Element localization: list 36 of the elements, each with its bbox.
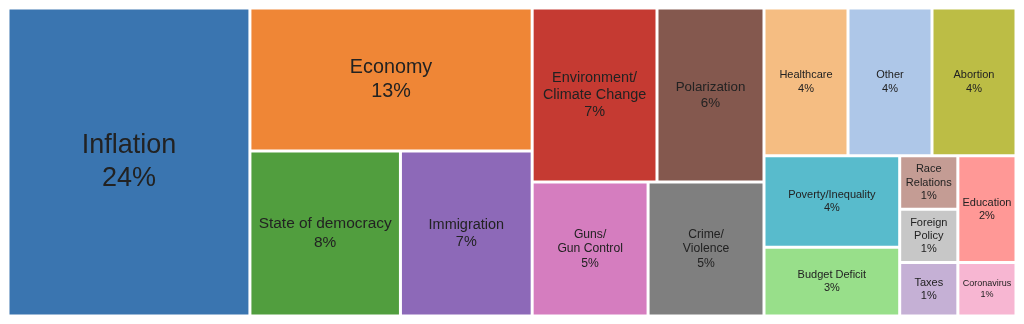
data-label: 5% [697,255,716,270]
category-label: Healthcare [779,68,833,81]
category-label: Taxes [914,275,944,288]
data-label: 7% [584,103,606,120]
data-label: 13% [371,78,411,101]
category-label: Foreign Policy [910,215,948,241]
data-label: 7% [455,233,477,250]
data-label: 3% [823,281,841,294]
category-label: Inflation [81,129,177,160]
data-label: 6% [700,94,721,110]
category-label: Other [876,68,905,81]
data-label: 8% [314,233,337,251]
data-label: 4% [823,201,841,214]
category-label: Crime/ Violence [682,226,730,256]
category-label: Environment/ Climate Change [542,68,647,103]
category-label: Polarization [675,78,746,94]
category-label: State of democracy [258,214,392,232]
data-label: 4% [882,81,899,94]
data-label: 24% [101,161,156,192]
category-label: Budget Deficit [797,268,867,281]
data-label: 1% [920,188,937,201]
category-label: Economy [349,55,433,78]
category-label: Poverty/Inequality [788,188,877,201]
category-label: Guns/ Gun Control [557,226,623,256]
data-label: 4% [966,81,983,94]
data-label: 1% [920,288,937,301]
category-label: Coronavirus [962,278,1012,289]
category-label: Abortion [953,68,995,81]
data-label: 4% [798,81,815,94]
data-label: 5% [581,255,600,270]
category-label: Education [962,195,1012,208]
data-label: 1% [980,289,994,300]
category-label: Race Relations [905,162,953,188]
category-label: Immigration [428,215,505,232]
data-label: 1% [920,242,937,255]
data-label: 2% [978,208,996,221]
